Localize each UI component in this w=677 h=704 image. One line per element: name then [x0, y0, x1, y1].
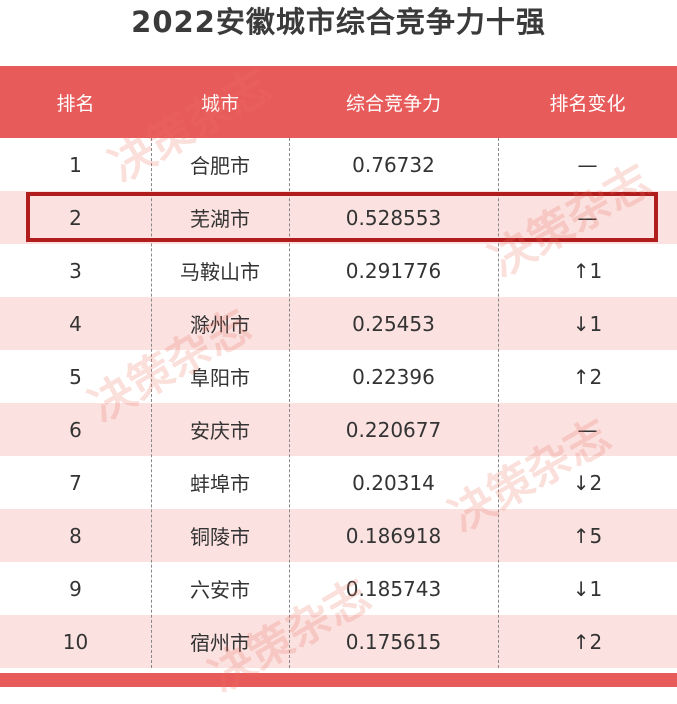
change-cell: ↑5 — [572, 523, 603, 548]
city-cell: 宿州市 — [190, 631, 250, 655]
header-score: 综合竞争力 — [345, 92, 441, 115]
table-row: 3 马鞍山市 0.291776 ↑1 — [0, 244, 677, 297]
score-cell: 0.220677 — [345, 417, 442, 442]
table-row: 1 合肥市 0.76732 — — [0, 138, 677, 191]
table-header: 排名 城市 综合竞争力 排名变化 — [0, 66, 677, 138]
rank-cell: 2 — [69, 205, 82, 230]
rank-cell: 9 — [69, 576, 82, 601]
table-row: 10 宿州市 0.175615 ↑2 — [0, 615, 677, 668]
ranking-table: 排名 城市 综合竞争力 排名变化 1 合肥市 0.76732 — 2 芜湖市 0.52855… — [0, 66, 677, 668]
rank-cell: 8 — [69, 523, 82, 548]
change-cell: ↑1 — [572, 258, 603, 283]
rank-cell: 6 — [69, 417, 82, 442]
score-cell: 0.22396 — [352, 364, 435, 389]
change-cell: ↓1 — [572, 311, 603, 336]
city-cell: 安庆市 — [190, 419, 250, 443]
change-cell: — — [577, 417, 598, 442]
change-cell: ↓2 — [572, 470, 603, 495]
city-cell: 芜湖市 — [190, 207, 250, 231]
change-cell: ↓1 — [572, 576, 603, 601]
change-cell: ↑2 — [572, 364, 603, 389]
change-cell: — — [577, 205, 598, 230]
highlight-box — [26, 192, 658, 242]
score-cell: 0.185743 — [345, 576, 442, 601]
score-cell: 0.291776 — [345, 258, 442, 283]
table-row: 2 芜湖市 0.528553 — — [0, 191, 677, 244]
score-cell: 0.76732 — [352, 152, 435, 177]
rank-cell: 10 — [62, 629, 89, 654]
table-row: 8 铜陵市 0.186918 ↑5 — [0, 509, 677, 562]
column-divider — [498, 138, 499, 668]
table-row: 7 蚌埠市 0.20314 ↓2 — [0, 456, 677, 509]
city-cell: 阜阳市 — [190, 366, 250, 390]
rank-cell: 7 — [69, 470, 82, 495]
header-change: 排名变化 — [549, 92, 626, 115]
rank-cell: 1 — [69, 152, 82, 177]
page-title: 2022安徽城市综合竞争力十强 — [131, 5, 546, 39]
city-cell: 蚌埠市 — [190, 472, 250, 496]
rank-cell: 3 — [69, 258, 82, 283]
city-cell: 合肥市 — [190, 154, 250, 178]
score-cell: 0.25453 — [352, 311, 435, 336]
table-row: 6 安庆市 0.220677 — — [0, 403, 677, 456]
rank-cell: 5 — [69, 364, 82, 389]
column-divider — [151, 138, 152, 668]
score-cell: 0.186918 — [345, 523, 442, 548]
column-divider — [289, 138, 290, 668]
city-cell: 六安市 — [190, 578, 250, 602]
score-cell: 0.528553 — [345, 205, 442, 230]
change-cell: — — [577, 152, 598, 177]
score-cell: 0.20314 — [352, 470, 435, 495]
city-cell: 滁州市 — [190, 313, 250, 337]
table-row: 4 滁州市 0.25453 ↓1 — [0, 297, 677, 350]
table-row: 5 阜阳市 0.22396 ↑2 — [0, 350, 677, 403]
change-cell: ↑2 — [572, 629, 603, 654]
header-rank: 排名 — [56, 92, 95, 115]
table-row: 9 六安市 0.185743 ↓1 — [0, 562, 677, 615]
rank-cell: 4 — [69, 311, 82, 336]
city-cell: 马鞍山市 — [180, 260, 260, 284]
score-cell: 0.175615 — [345, 629, 442, 654]
header-city: 城市 — [200, 92, 239, 115]
bottom-bar — [0, 673, 677, 687]
city-cell: 铜陵市 — [190, 525, 250, 549]
